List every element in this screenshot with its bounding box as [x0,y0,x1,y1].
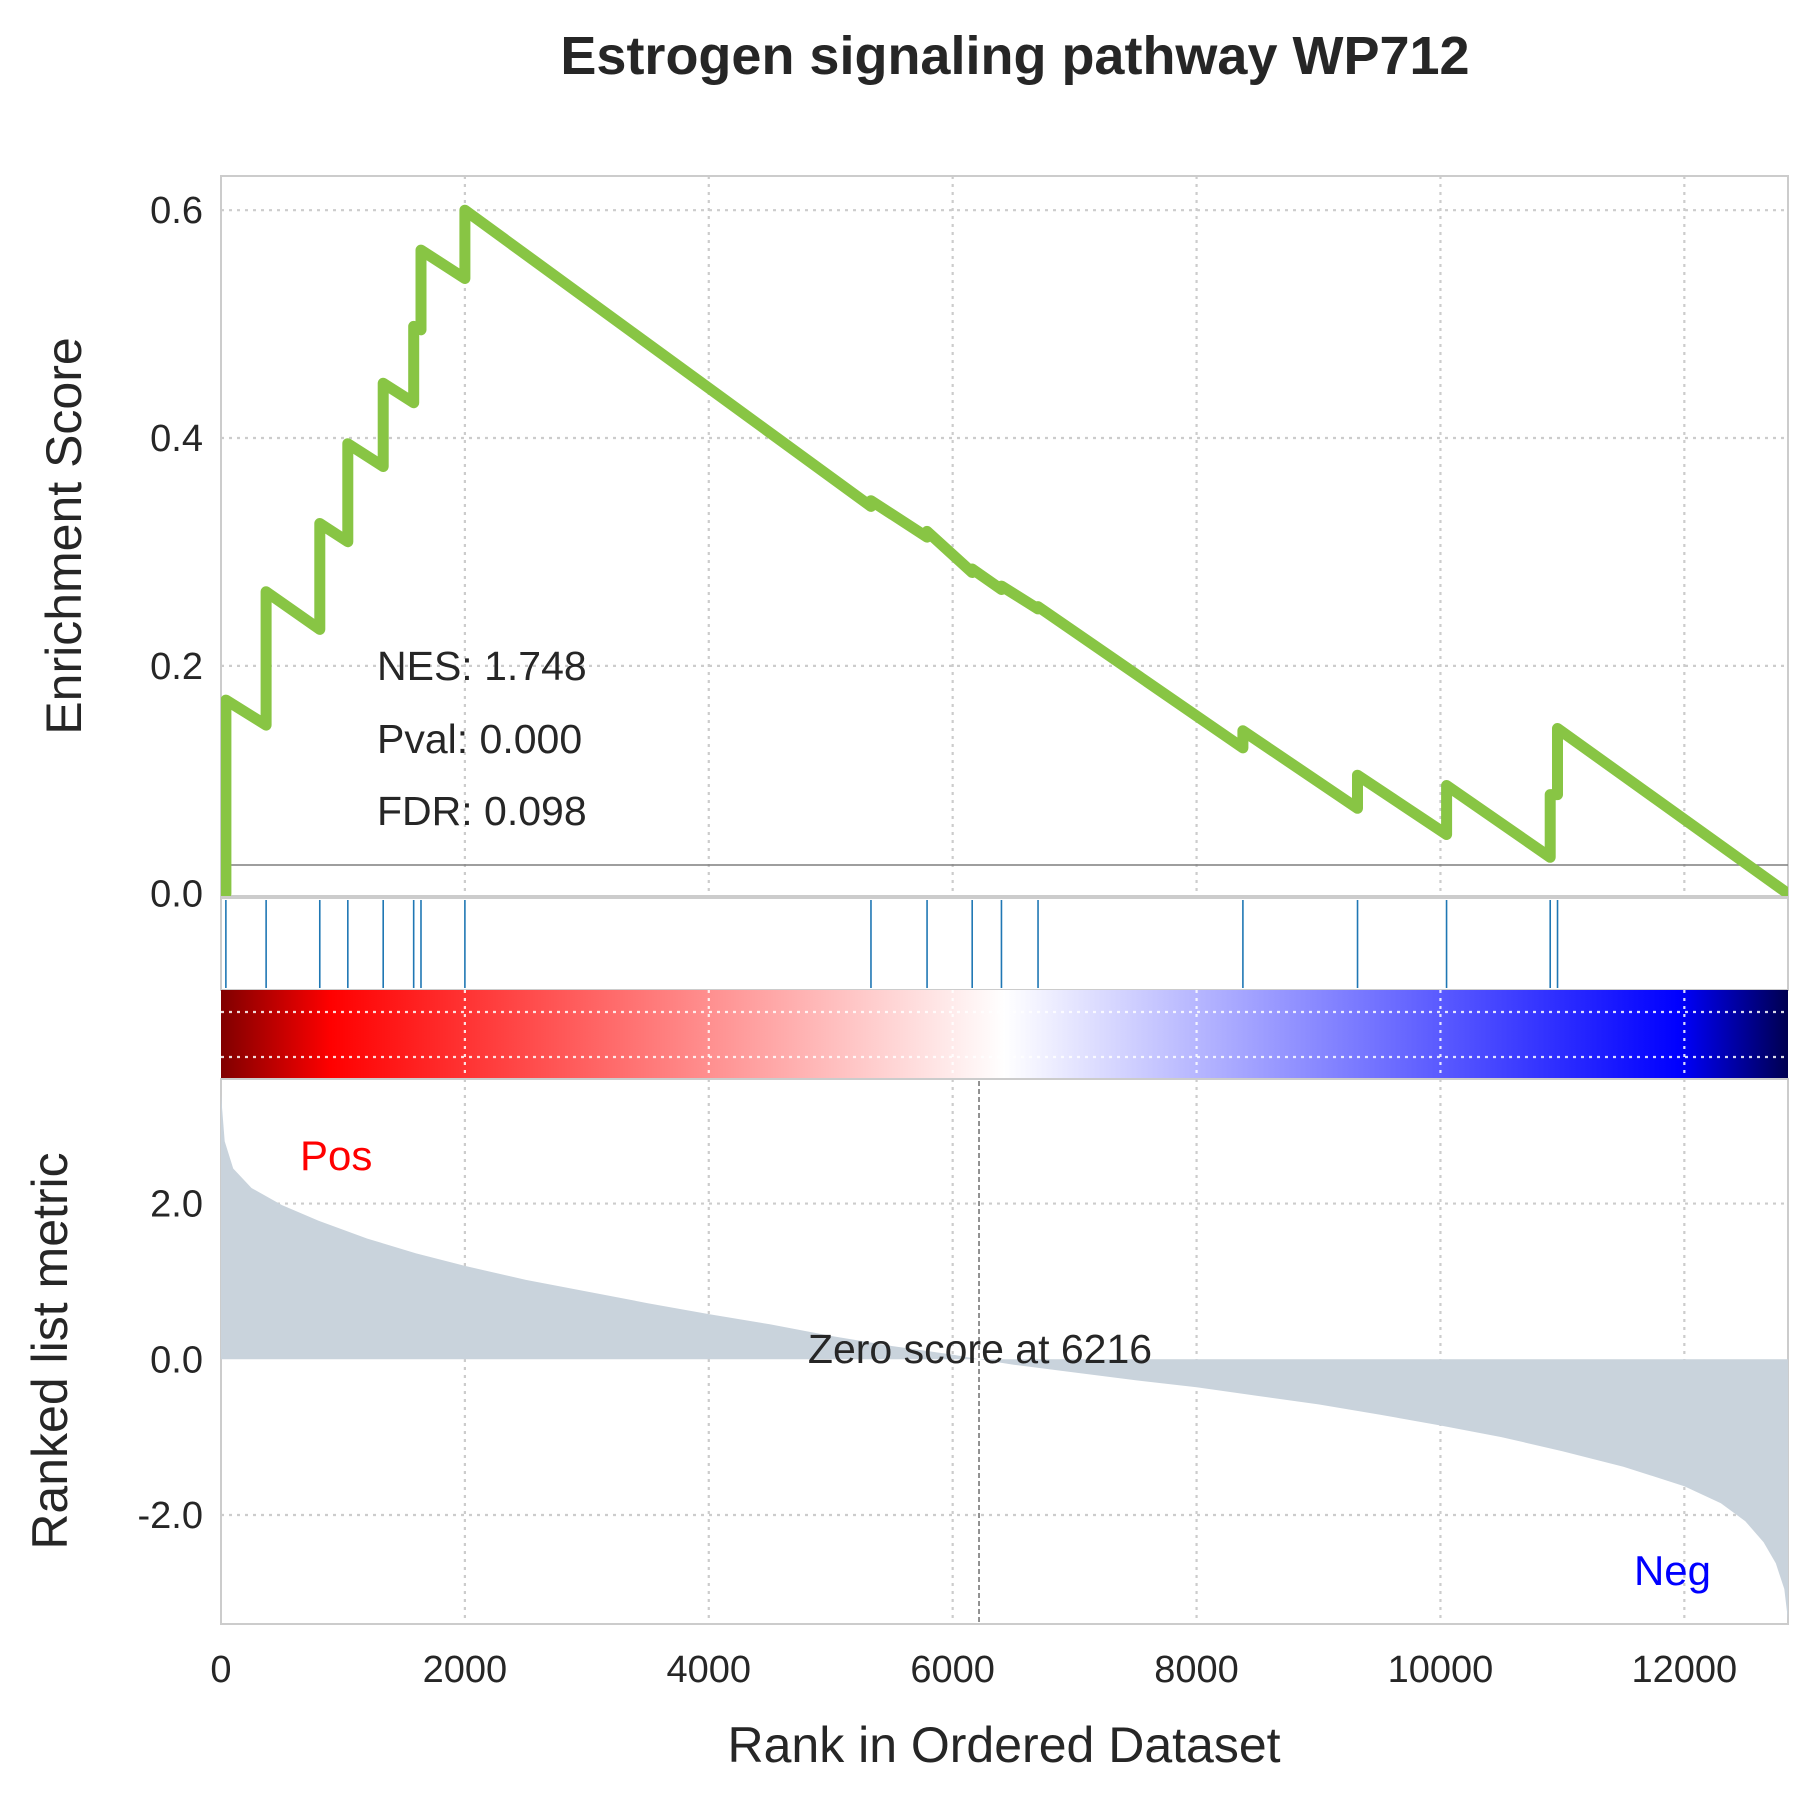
x-tick-label: 4000 [667,1649,752,1691]
x-axis-label: Rank in Ordered Dataset [727,1717,1280,1773]
pval-label: Pval: 0.000 [377,716,582,762]
ranked-metric-area [221,1094,1788,1621]
es-curve [221,204,1788,896]
x-tick-label: 12000 [1632,1649,1738,1691]
zero-score-label: Zero score at 6216 [808,1326,1152,1372]
x-tick-label: 6000 [910,1649,995,1691]
es-tick-labels: 0.0 0.2 0.4 0.6 [150,190,203,916]
y-axis-label-metric: Ranked list metric [22,1152,78,1549]
es-tick-label: 0.2 [150,646,203,688]
enrichment-score-panel: 0.0 0.2 0.4 0.6 NES: 1.748 Pval: 0.000 FDR:… [150,175,1789,916]
metric-tick-label: 0.0 [150,1339,203,1381]
chart-title: Estrogen signaling pathway WP712 [560,26,1469,86]
fdr-label: FDR: 0.098 [377,788,587,834]
x-tick-label: 2000 [423,1649,508,1691]
x-tick-labels: 0 2000 4000 6000 8000 10000 12000 [210,1649,1737,1691]
hits-panel [220,897,1789,991]
es-gridlines [221,176,1788,896]
x-tick-label: 10000 [1388,1649,1494,1691]
hits-panel-background [220,897,1789,991]
metric-tick-labels: 2.0 0.0 -2.0 [138,1184,203,1537]
x-tick-label: 8000 [1154,1649,1239,1691]
es-panel-background [220,175,1789,897]
rank-gradient-bar [221,990,1788,1079]
colorbar-gridlines [221,990,1788,1079]
ranked-metric-panel: 2.0 0.0 -2.0 Zero score at 6216 Pos Neg [138,1078,1789,1625]
es-tick-label: 0.4 [150,418,203,460]
metric-tick-label: -2.0 [138,1495,203,1537]
es-tick-label: 0.6 [150,190,203,232]
nes-label: NES: 1.748 [377,643,587,689]
rank-colorbar [221,990,1788,1079]
metric-tick-label: 2.0 [150,1184,203,1226]
neg-label: Neg [1634,1547,1711,1594]
x-tick-label: 0 [210,1649,231,1691]
pos-label: Pos [300,1132,372,1179]
gene-hit-lines [225,900,1559,988]
y-axis-label-es: Enrichment Score [36,337,92,734]
es-tick-label: 0.0 [150,874,203,916]
